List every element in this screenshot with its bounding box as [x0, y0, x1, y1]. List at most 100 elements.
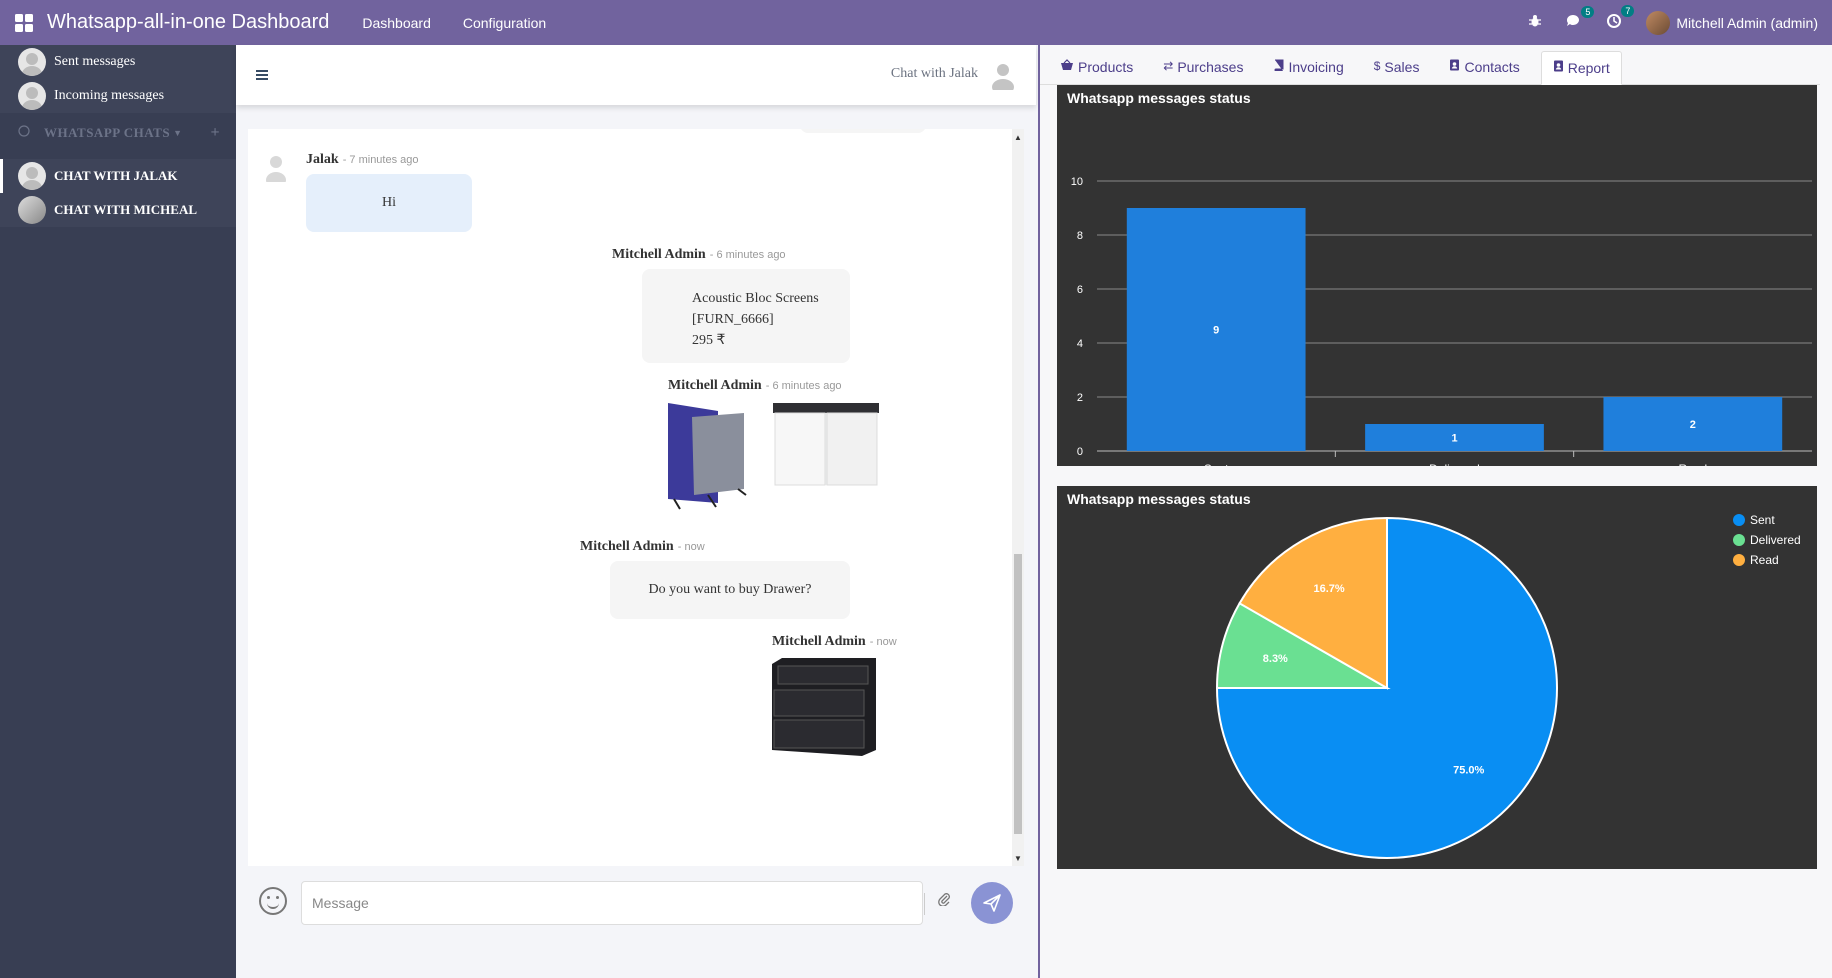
exchange-icon: ⇄	[1163, 59, 1174, 73]
product-price: 295 ₹	[692, 333, 726, 348]
product-name: Acoustic Bloc Screens	[692, 291, 819, 306]
message-bubble: Do you want to buy Drawer?	[610, 561, 850, 619]
tab-purchases[interactable]: ⇄ Purchases	[1163, 59, 1244, 75]
activities-badge: 7	[1621, 5, 1635, 17]
chat-header: Chat with Jalak	[236, 45, 1036, 105]
legend-label: Delivered	[1750, 533, 1801, 547]
y-tick-label: 8	[1077, 230, 1083, 242]
message-scrollbar[interactable]: ▲ ▼	[1012, 129, 1024, 866]
send-button[interactable]	[971, 882, 1013, 924]
legend-label: Read	[1750, 553, 1779, 567]
bar-data-label: 9	[1213, 325, 1219, 337]
chat-title: Chat with Jalak	[890, 66, 978, 81]
pie-chart-card: 75.0% 8.3% 16.7% Sent Delivered Read Whatsapp…	[1057, 486, 1817, 869]
scroll-thumb[interactable]	[1014, 554, 1022, 834]
tab-sales[interactable]: $ Sales	[1373, 59, 1420, 75]
book-icon	[1273, 59, 1284, 74]
tab-contacts[interactable]: Contacts	[1428, 51, 1528, 85]
scroll-up-icon[interactable]: ▲	[1014, 133, 1022, 142]
pie-slice-delivered	[1215, 601, 1391, 689]
x-tick-label: Sent	[1204, 462, 1229, 466]
message-bubble: Hi	[306, 174, 472, 232]
legend-marker	[1733, 514, 1745, 526]
nav-configuration[interactable]: Configuration	[462, 14, 547, 31]
report-panel: Products ⇄ Purchases Invoicing $ Sales Con…	[1038, 45, 1832, 978]
sidebar: Sent messages Incoming messages WHATSAPP…	[0, 45, 236, 978]
activities-icon[interactable]: 7	[1606, 5, 1635, 32]
message-time: - 6 minutes ago	[709, 249, 786, 261]
top-navbar: Whatsapp-all-in-one Dashboard Dashboard …	[0, 0, 1832, 45]
y-tick-label: 4	[1077, 338, 1083, 350]
y-tick-label: 2	[1077, 392, 1083, 404]
bar-data-label: 2	[1690, 419, 1696, 431]
message-time: - now	[869, 636, 897, 648]
whatsapp-chats-section[interactable]: WHATSAPP CHATS ▼ +	[0, 113, 236, 153]
app-title[interactable]: Whatsapp-all-in-one Dashboard	[47, 11, 330, 33]
message-time: - now	[677, 541, 705, 553]
message-time: - 6 minutes ago	[765, 380, 842, 392]
message-composer	[236, 875, 1036, 978]
messages-icon[interactable]: 5	[1566, 6, 1595, 31]
message-author: Jalak - 7 minutes ago	[306, 152, 419, 167]
pie-slice-read	[1238, 516, 1388, 690]
micheal-avatar	[18, 196, 46, 224]
apps-menu-icon[interactable]	[15, 13, 33, 32]
tab-report[interactable]: Report	[1540, 51, 1622, 85]
send-icon	[983, 894, 1001, 912]
y-tick-label: 0	[1077, 446, 1083, 458]
legend-marker	[1733, 534, 1745, 546]
legend-label: Sent	[1750, 513, 1775, 527]
acoustic-screens-image[interactable]	[664, 399, 758, 511]
pie-data-label: 75.0%	[1453, 765, 1484, 777]
pie-slice-sent	[1215, 516, 1558, 859]
y-tick-label: 6	[1077, 284, 1083, 296]
bar-chart: 0 2 4 6 8 10 9 Sent 1 Delivered 2 Read	[1071, 176, 1812, 466]
legend-marker	[1733, 554, 1745, 566]
bar-read	[1603, 397, 1783, 451]
x-tick-label: Delivered	[1429, 462, 1480, 466]
user-menu[interactable]: Mitchell Admin (admin)	[1676, 14, 1818, 31]
bug-icon[interactable]	[1528, 14, 1542, 31]
message-input[interactable]	[301, 881, 923, 925]
bar-chart-card: 0 2 4 6 8 10 9 Sent 1 Delivered 2 Read Whatsapp mes…	[1057, 85, 1817, 466]
drawer-image[interactable]	[768, 654, 880, 758]
hamburger-icon[interactable]	[256, 67, 268, 85]
pie-data-label: 8.3%	[1263, 653, 1288, 665]
pie-chart: 75.0% 8.3% 16.7% Sent Delivered Read	[1215, 513, 1801, 859]
bar-data-label: 1	[1451, 433, 1457, 445]
chat-panel: Chat with Jalak Jalak - 7 minutes ago Hi …	[236, 45, 1038, 978]
address-book-icon	[1449, 59, 1460, 74]
bar-delivered	[1365, 424, 1544, 451]
sidebar-item-sent-messages[interactable]: Sent messages	[0, 45, 236, 79]
product-message-bubble: Acoustic Bloc Screens [FURN_6666] 295 ₹	[642, 269, 850, 363]
message-list[interactable]: Jalak - 7 minutes ago Hi Mitchell Admin - …	[248, 129, 1024, 866]
divider	[924, 893, 925, 915]
sidebar-item-incoming-messages[interactable]: Incoming messages	[0, 79, 236, 113]
tab-bar: Products ⇄ Purchases Invoicing $ Sales Con…	[1040, 51, 1820, 85]
tab-products[interactable]: Products	[1040, 51, 1142, 85]
bar-chart-title: Whatsapp messages status	[1067, 90, 1251, 106]
sidebar-chat-micheal[interactable]: CHAT WITH MICHEAL	[0, 193, 236, 227]
previous-bubble-edge	[800, 129, 926, 133]
messages-badge: 5	[1581, 6, 1595, 18]
default-avatar-icon	[18, 48, 46, 76]
dollar-icon: $	[1373, 59, 1381, 73]
scroll-down-icon[interactable]: ▼	[1014, 854, 1022, 863]
contact-avatar-icon	[992, 64, 1014, 90]
cabinet-image[interactable]	[771, 401, 881, 491]
emoji-icon[interactable]	[259, 887, 287, 915]
y-tick-label: 10	[1071, 176, 1083, 188]
message-time: - 7 minutes ago	[342, 154, 419, 166]
bar-sent	[1126, 208, 1306, 451]
default-avatar-icon	[18, 82, 46, 110]
pie-data-label: 16.7%	[1313, 583, 1344, 595]
message-author: Mitchell Admin - now	[772, 634, 897, 649]
add-chat-icon[interactable]: +	[210, 124, 221, 141]
user-avatar[interactable]	[1646, 10, 1671, 35]
sidebar-chat-jalak[interactable]: CHAT WITH JALAK	[0, 159, 236, 193]
nav-dashboard[interactable]: Dashboard	[362, 14, 431, 31]
paperclip-icon[interactable]	[938, 892, 950, 909]
basket-icon	[1060, 59, 1074, 74]
tab-invoicing[interactable]: Invoicing	[1252, 51, 1352, 85]
jalak-avatar-icon	[266, 156, 286, 182]
